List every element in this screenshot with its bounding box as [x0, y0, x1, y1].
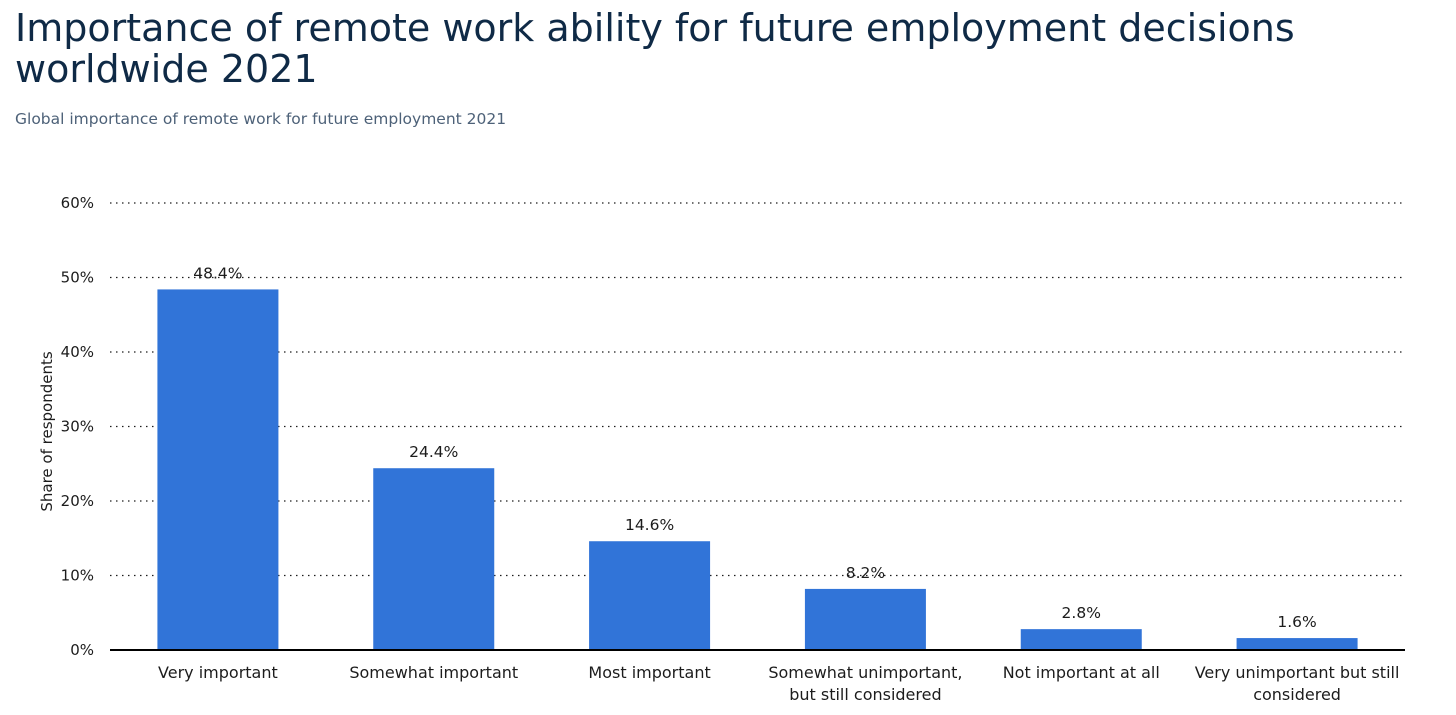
bar	[157, 289, 279, 650]
y-axis-ticks: 0% 10% 20% 30% 40% 50% 60%	[61, 194, 94, 659]
category-label: Somewhat unimportant, but still considere…	[768, 663, 962, 704]
chart-subtitle: Global importance of remote work for fut…	[15, 110, 507, 128]
bar	[1020, 629, 1142, 650]
category-label: Not important at all	[1003, 663, 1160, 682]
bar	[589, 541, 711, 650]
y-tick-label: 20%	[61, 492, 94, 510]
bar	[1236, 638, 1358, 650]
bar	[804, 588, 926, 650]
y-tick-label: 10%	[61, 567, 94, 585]
value-labels: 48.4% 24.4% 14.6% 8.2% 2.8% 1.6%	[193, 264, 1316, 631]
y-tick-label: 50%	[61, 269, 94, 287]
category-label: Most important	[588, 663, 710, 682]
value-label: 8.2%	[846, 564, 885, 582]
value-label: 48.4%	[193, 264, 242, 282]
category-label: Somewhat important	[349, 663, 518, 682]
y-tick-label: 40%	[61, 343, 94, 361]
category-labels: Very important Somewhat important Most imp…	[158, 663, 1399, 704]
y-tick-label: 30%	[61, 418, 94, 436]
value-label: 2.8%	[1062, 604, 1101, 622]
y-axis-title: Share of respondents	[38, 351, 56, 512]
category-label: Very unimportant but still considered	[1195, 663, 1400, 704]
value-label: 1.6%	[1277, 613, 1316, 631]
chart-title: Importance of remote work ability for fu…	[15, 6, 1295, 91]
bar	[373, 468, 495, 650]
value-label: 24.4%	[409, 443, 458, 461]
bars	[157, 289, 1358, 650]
y-tick-label: 0%	[70, 641, 94, 659]
gridlines	[110, 202, 1405, 577]
y-tick-label: 60%	[61, 194, 94, 212]
value-label: 14.6%	[625, 516, 674, 534]
category-label: Very important	[158, 663, 278, 682]
